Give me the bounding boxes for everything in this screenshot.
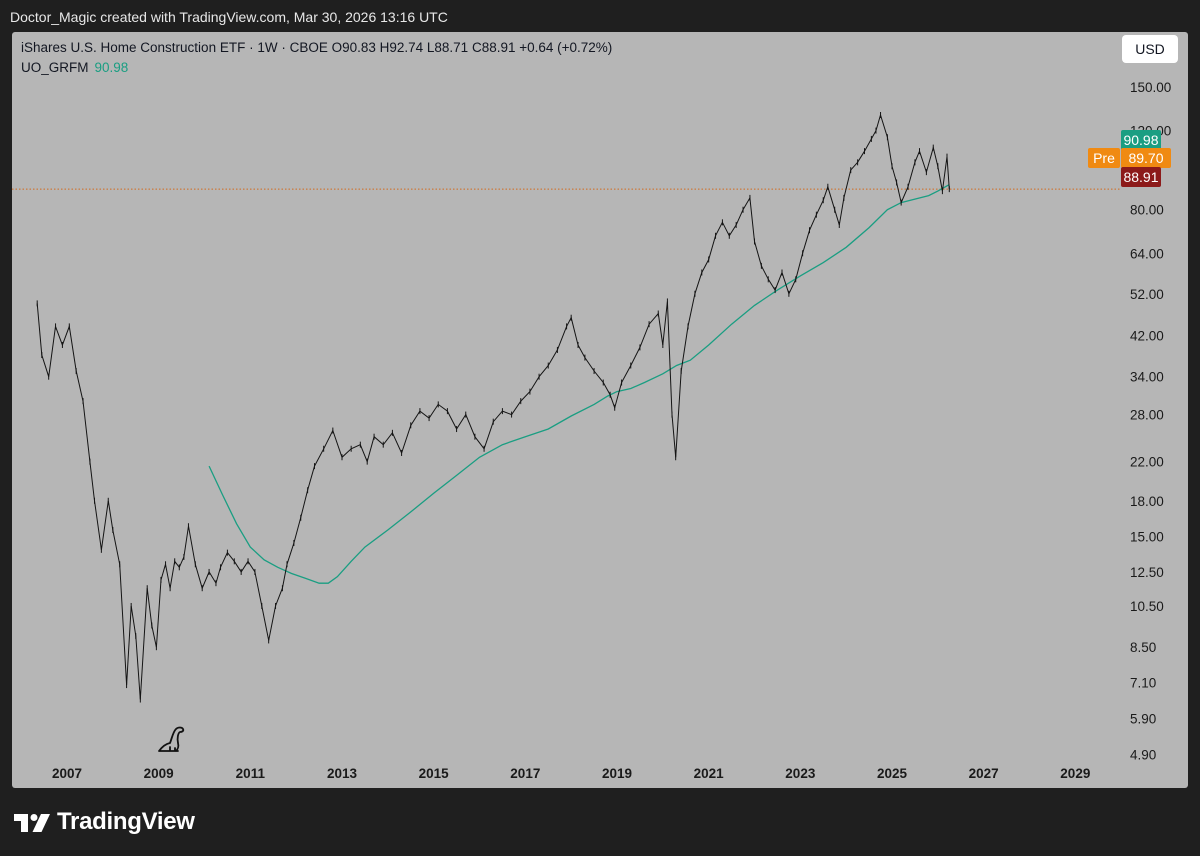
- indicator-line: [208, 184, 950, 584]
- price-chart[interactable]: 150.00120.0080.0064.0052.0042.0034.0028.…: [12, 32, 1188, 788]
- y-tick-label: 4.90: [1130, 748, 1156, 763]
- y-axis: 150.00120.0080.0064.0052.0042.0034.0028.…: [1130, 80, 1171, 763]
- symbol-legend[interactable]: iShares U.S. Home Construction ETF · 1W …: [21, 40, 613, 55]
- y-tick-label: 42.00: [1130, 328, 1164, 343]
- y-tick-label: 28.00: [1130, 408, 1164, 423]
- dinosaur-icon: [156, 724, 188, 759]
- x-tick-label: 2007: [52, 766, 82, 781]
- y-tick-label: 10.50: [1130, 599, 1164, 614]
- y-tick-label: 80.00: [1130, 203, 1164, 218]
- price-points: [36, 112, 950, 703]
- last-price-tag: 88.91: [1121, 167, 1161, 187]
- y-tick-label: 22.00: [1130, 455, 1164, 470]
- indicator-price-tag: 90.98: [1121, 130, 1161, 150]
- y-tick-label: 18.00: [1130, 494, 1164, 509]
- x-tick-label: 2025: [877, 766, 908, 781]
- price-line: [36, 113, 950, 700]
- tradingview-brand: TradingView: [57, 808, 195, 835]
- y-tick-label: 8.50: [1130, 640, 1156, 655]
- y-tick-label: 52.00: [1130, 287, 1164, 302]
- x-tick-label: 2011: [236, 766, 266, 781]
- x-tick-label: 2015: [419, 766, 450, 781]
- chart-attribution: Doctor_Magic created with TradingView.co…: [10, 9, 448, 25]
- tradingview-logo[interactable]: TradingView: [14, 808, 195, 836]
- y-tick-label: 12.50: [1130, 565, 1164, 580]
- indicator-legend[interactable]: UO_GRFM 90.98: [21, 60, 128, 75]
- pre-market-label: Pre: [1088, 148, 1120, 168]
- y-tick-label: 150.00: [1130, 80, 1171, 95]
- x-tick-label: 2019: [602, 766, 632, 781]
- indicator-name: UO_GRFM: [21, 60, 89, 75]
- x-tick-label: 2021: [694, 766, 725, 781]
- x-tick-label: 2029: [1060, 766, 1090, 781]
- y-tick-label: 7.10: [1130, 675, 1156, 690]
- pre-market-price-tag: 89.70: [1121, 148, 1171, 168]
- tradingview-logo-icon: [14, 814, 50, 832]
- x-tick-label: 2009: [144, 766, 174, 781]
- y-tick-label: 15.00: [1130, 529, 1164, 544]
- chart-area[interactable]: 150.00120.0080.0064.0052.0042.0034.0028.…: [12, 32, 1188, 788]
- currency-button[interactable]: USD: [1122, 35, 1178, 63]
- x-tick-label: 2027: [969, 766, 999, 781]
- x-axis: 2007 2009 2011 2013 2015 2017 2019 2021 2023 2025…: [52, 766, 1090, 781]
- y-tick-label: 5.90: [1130, 711, 1156, 726]
- x-tick-label: 2017: [510, 766, 540, 781]
- x-tick-label: 2023: [785, 766, 816, 781]
- x-tick-label: 2013: [327, 766, 358, 781]
- y-tick-label: 34.00: [1130, 370, 1164, 385]
- y-tick-label: 64.00: [1130, 246, 1164, 261]
- indicator-value: 90.98: [94, 60, 129, 75]
